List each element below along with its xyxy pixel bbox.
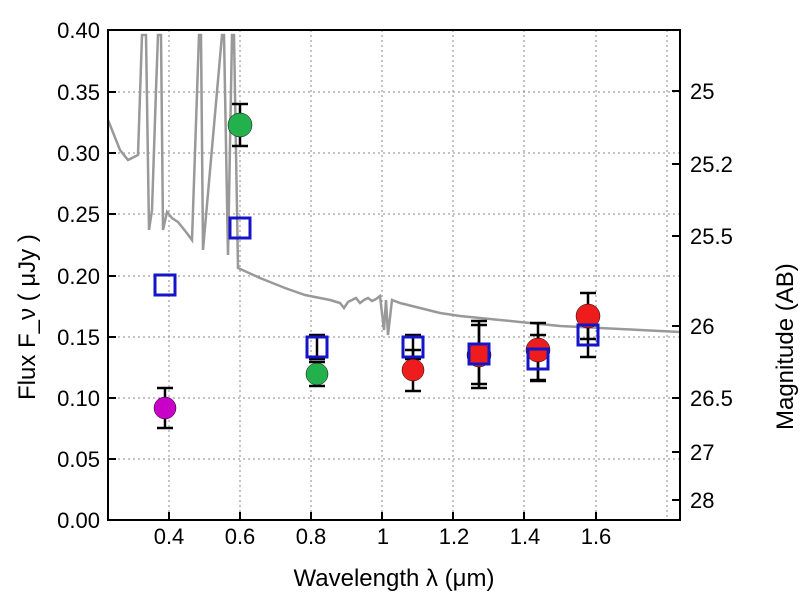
plot-background: [108, 30, 680, 520]
x-tick-label-3: 1: [362, 524, 404, 550]
x-axis-title: Wavelength λ (μm): [108, 565, 680, 593]
x-tick-label-6: 1.6: [575, 524, 617, 550]
x-tick-label-2: 0.8: [290, 524, 332, 550]
marker-magenta-0[interactable]: [154, 397, 176, 419]
chart-svg: [0, 0, 800, 600]
x-tick-label-0: 0.4: [148, 524, 190, 550]
y2-tick-label-6: 28: [690, 488, 760, 514]
y-tick-label-6: 0.30: [30, 141, 100, 167]
y2-tick-label-1: 25.2: [690, 152, 760, 178]
y-tick-label-7: 0.35: [30, 80, 100, 106]
y-tick-label-0: 0.00: [30, 508, 100, 534]
x-tick-label-5: 1.4: [504, 524, 546, 550]
y-tick-label-5: 0.25: [30, 202, 100, 228]
marker-red-0[interactable]: [402, 359, 424, 381]
marker-green-1[interactable]: [306, 363, 328, 385]
x-tick-label-1: 0.6: [219, 524, 261, 550]
y-axis-title: Flux F_ν ( μJy ): [14, 234, 42, 400]
y-tick-label-1: 0.05: [30, 447, 100, 473]
marker-green-0[interactable]: [228, 113, 252, 137]
chart-container: 0.4 0.6 0.8 1 1.2 1.4 1.6 0.00 0.05 0.10…: [0, 0, 800, 600]
x-tick-label-4: 1.2: [433, 524, 475, 550]
y2-tick-label-5: 27: [690, 440, 760, 466]
y2-tick-label-3: 26: [690, 314, 760, 340]
y2-tick-label-0: 25: [690, 79, 760, 105]
y2-tick-label-2: 25.5: [690, 224, 760, 250]
y2-tick-label-4: 26.5: [690, 386, 760, 412]
y2-axis-title: Magnitude (AB): [772, 263, 800, 430]
y-tick-label-8: 0.40: [30, 18, 100, 44]
